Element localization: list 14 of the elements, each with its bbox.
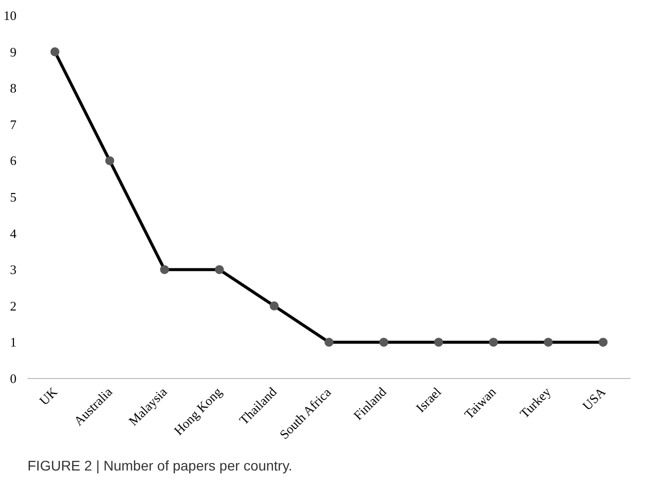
- y-tick-label: 2: [10, 298, 16, 314]
- y-tick-label: 6: [10, 153, 17, 168]
- y-tick-label: 9: [10, 44, 16, 60]
- y-tick-label: 5: [10, 190, 16, 204]
- y-tick-label: 1: [10, 334, 16, 350]
- x-tick-label: USA: [579, 384, 609, 414]
- y-tick-label: 3: [10, 262, 16, 278]
- y-tick-label: 10: [4, 8, 16, 23]
- caption: FIGURE 2 | Number of papers per country.: [28, 458, 292, 474]
- y-tick-label: 7: [10, 116, 17, 132]
- x-tick-label: UK: [36, 384, 61, 408]
- y-tick-label: 0: [10, 371, 16, 386]
- y-tick-label: 4: [10, 226, 17, 241]
- y-tick-label: 8: [10, 80, 16, 96]
